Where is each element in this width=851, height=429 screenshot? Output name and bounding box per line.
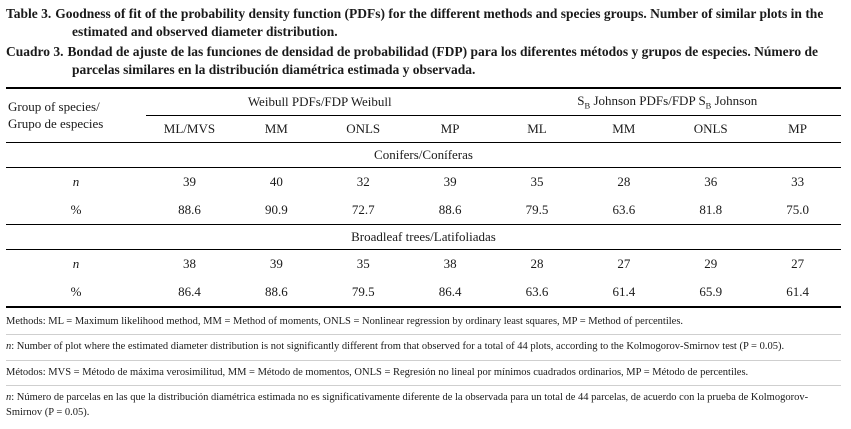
cell: 33 <box>791 173 805 189</box>
cell: 36 <box>704 173 718 189</box>
cell: 61.4 <box>612 283 636 299</box>
cell: 29 <box>704 255 718 271</box>
cell: 38 <box>182 255 196 271</box>
col-header-mp-johnson: MP <box>754 115 841 143</box>
footnote-methods-en: Methods: ML = Maximum likelihood method,… <box>6 310 841 336</box>
row-header-line-es: Grupo de especies <box>8 116 104 132</box>
section-title-conifers: Conifers/Coníferas <box>6 141 841 168</box>
cell: 35 <box>356 255 370 271</box>
footnote-lead: Métodos <box>6 366 43 378</box>
footnote-lead: n <box>6 341 12 353</box>
cell: 86.4 <box>178 283 201 299</box>
text-fragment: Johnson PDFs/FDP S <box>590 93 706 108</box>
cell: 79.5 <box>351 283 375 299</box>
goodness-of-fit-table: Group of species/ Grupo de especies Weib… <box>6 87 841 308</box>
cell: 90.9 <box>264 201 288 217</box>
row-label-n: n <box>72 173 80 189</box>
footnote-body: : Número de parcelas en las que la distr… <box>6 392 809 418</box>
method-header-row: ML/MVS MM ONLS MP ML MM ONLS MP <box>6 115 841 143</box>
table-title-spanish: Cuadro 3. Bondad de ajuste de las funcion… <box>6 43 841 78</box>
cell: 38 <box>443 255 457 271</box>
footnotes: Methods: ML = Maximum likelihood method,… <box>6 310 841 426</box>
col-header-onls-weibull: ONLS <box>319 115 407 143</box>
col-group-weibull: Weibull PDFs/FDP Weibull <box>146 88 494 116</box>
cell: 88.6 <box>438 201 462 217</box>
cell: 81.8 <box>699 201 723 217</box>
cell: 65.9 <box>699 283 723 299</box>
cell: 35 <box>530 173 544 189</box>
cell: 32 <box>356 173 370 189</box>
row-label-pct: % <box>70 201 82 217</box>
cell: 61.4 <box>786 283 809 299</box>
footnote-n-en: n: Number of plot where the estimated di… <box>6 335 841 361</box>
text-fragment: S <box>577 93 585 108</box>
table-title-english: Table 3. Goodness of fit of the probabili… <box>6 5 841 40</box>
data-row-conifers-n: n 39 40 32 39 35 28 36 33 <box>6 167 841 196</box>
footnote-body: : MVS = Método de máxima verosimilitud, … <box>42 366 749 378</box>
table-title-text-es: Bondad de ajuste de las funciones de den… <box>67 44 818 77</box>
group-header-row: Group of species/ Grupo de especies Weib… <box>6 88 841 143</box>
cell: 27 <box>617 255 631 271</box>
table-number-label-en: Table 3. <box>6 6 52 21</box>
row-header-group-of-species: Group of species/ Grupo de especies <box>6 88 146 143</box>
data-row-broadleaf-pct: % 86.4 88.6 79.5 86.4 63.6 61.4 65.9 61.… <box>6 278 841 307</box>
table-number-label-es: Cuadro 3. <box>6 44 64 59</box>
cell: 39 <box>443 173 457 189</box>
cell: 88.6 <box>178 201 201 217</box>
cell: 39 <box>182 173 196 189</box>
section-row-broadleaf: Broadleaf trees/Latifoliadas <box>6 223 841 250</box>
col-header-onls-johnson: ONLS <box>667 115 755 143</box>
cell: 27 <box>791 255 805 271</box>
footnote-body: : ML = Maximum likelihood method, MM = M… <box>42 315 684 327</box>
col-header-ml-mvs: ML/MVS <box>146 115 233 143</box>
footnote-body: : Number of plot where the estimated dia… <box>11 341 785 353</box>
section-title-broadleaf: Broadleaf trees/Latifoliadas <box>6 223 841 250</box>
row-header-line-en: Group of species/ <box>8 99 100 115</box>
subscript-b: B <box>584 100 591 111</box>
cell: 40 <box>269 173 283 189</box>
col-header-mm-weibull: MM <box>232 115 320 143</box>
col-header-ml-johnson: ML <box>493 115 581 143</box>
section-row-conifers: Conifers/Coníferas <box>6 141 841 168</box>
cell: 72.7 <box>351 201 375 217</box>
cell: 63.6 <box>612 201 636 217</box>
cell: 79.5 <box>525 201 549 217</box>
row-label-pct: % <box>70 283 82 299</box>
col-header-mp-weibull: MP <box>406 115 494 143</box>
footnote-n-es: n: Número de parcelas en las que la dist… <box>6 386 841 425</box>
col-header-mm-johnson: MM <box>580 115 668 143</box>
subscript-b: B <box>705 100 712 111</box>
footnote-lead: n <box>6 392 12 404</box>
cell: 28 <box>617 173 631 189</box>
table-title-text-en: Goodness of fit of the probability densi… <box>55 6 824 39</box>
data-row-conifers-pct: % 88.6 90.9 72.7 88.6 79.5 63.6 81.8 75.… <box>6 196 841 225</box>
col-group-sb-johnson: SB Johnson PDFs/FDP SB Johnson <box>493 88 841 116</box>
cell: 63.6 <box>525 283 549 299</box>
footnote-methods-es: Métodos: MVS = Método de máxima verosimi… <box>6 361 841 387</box>
row-label-n: n <box>72 255 80 271</box>
text-fragment: Johnson <box>711 93 758 108</box>
cell: 75.0 <box>786 201 809 217</box>
footnote-lead: Methods <box>6 315 43 327</box>
cell: 88.6 <box>264 283 288 299</box>
cell: 86.4 <box>438 283 462 299</box>
cell: 28 <box>530 255 544 271</box>
cell: 39 <box>269 255 283 271</box>
data-row-broadleaf-n: n 38 39 35 38 28 27 29 27 <box>6 249 841 278</box>
